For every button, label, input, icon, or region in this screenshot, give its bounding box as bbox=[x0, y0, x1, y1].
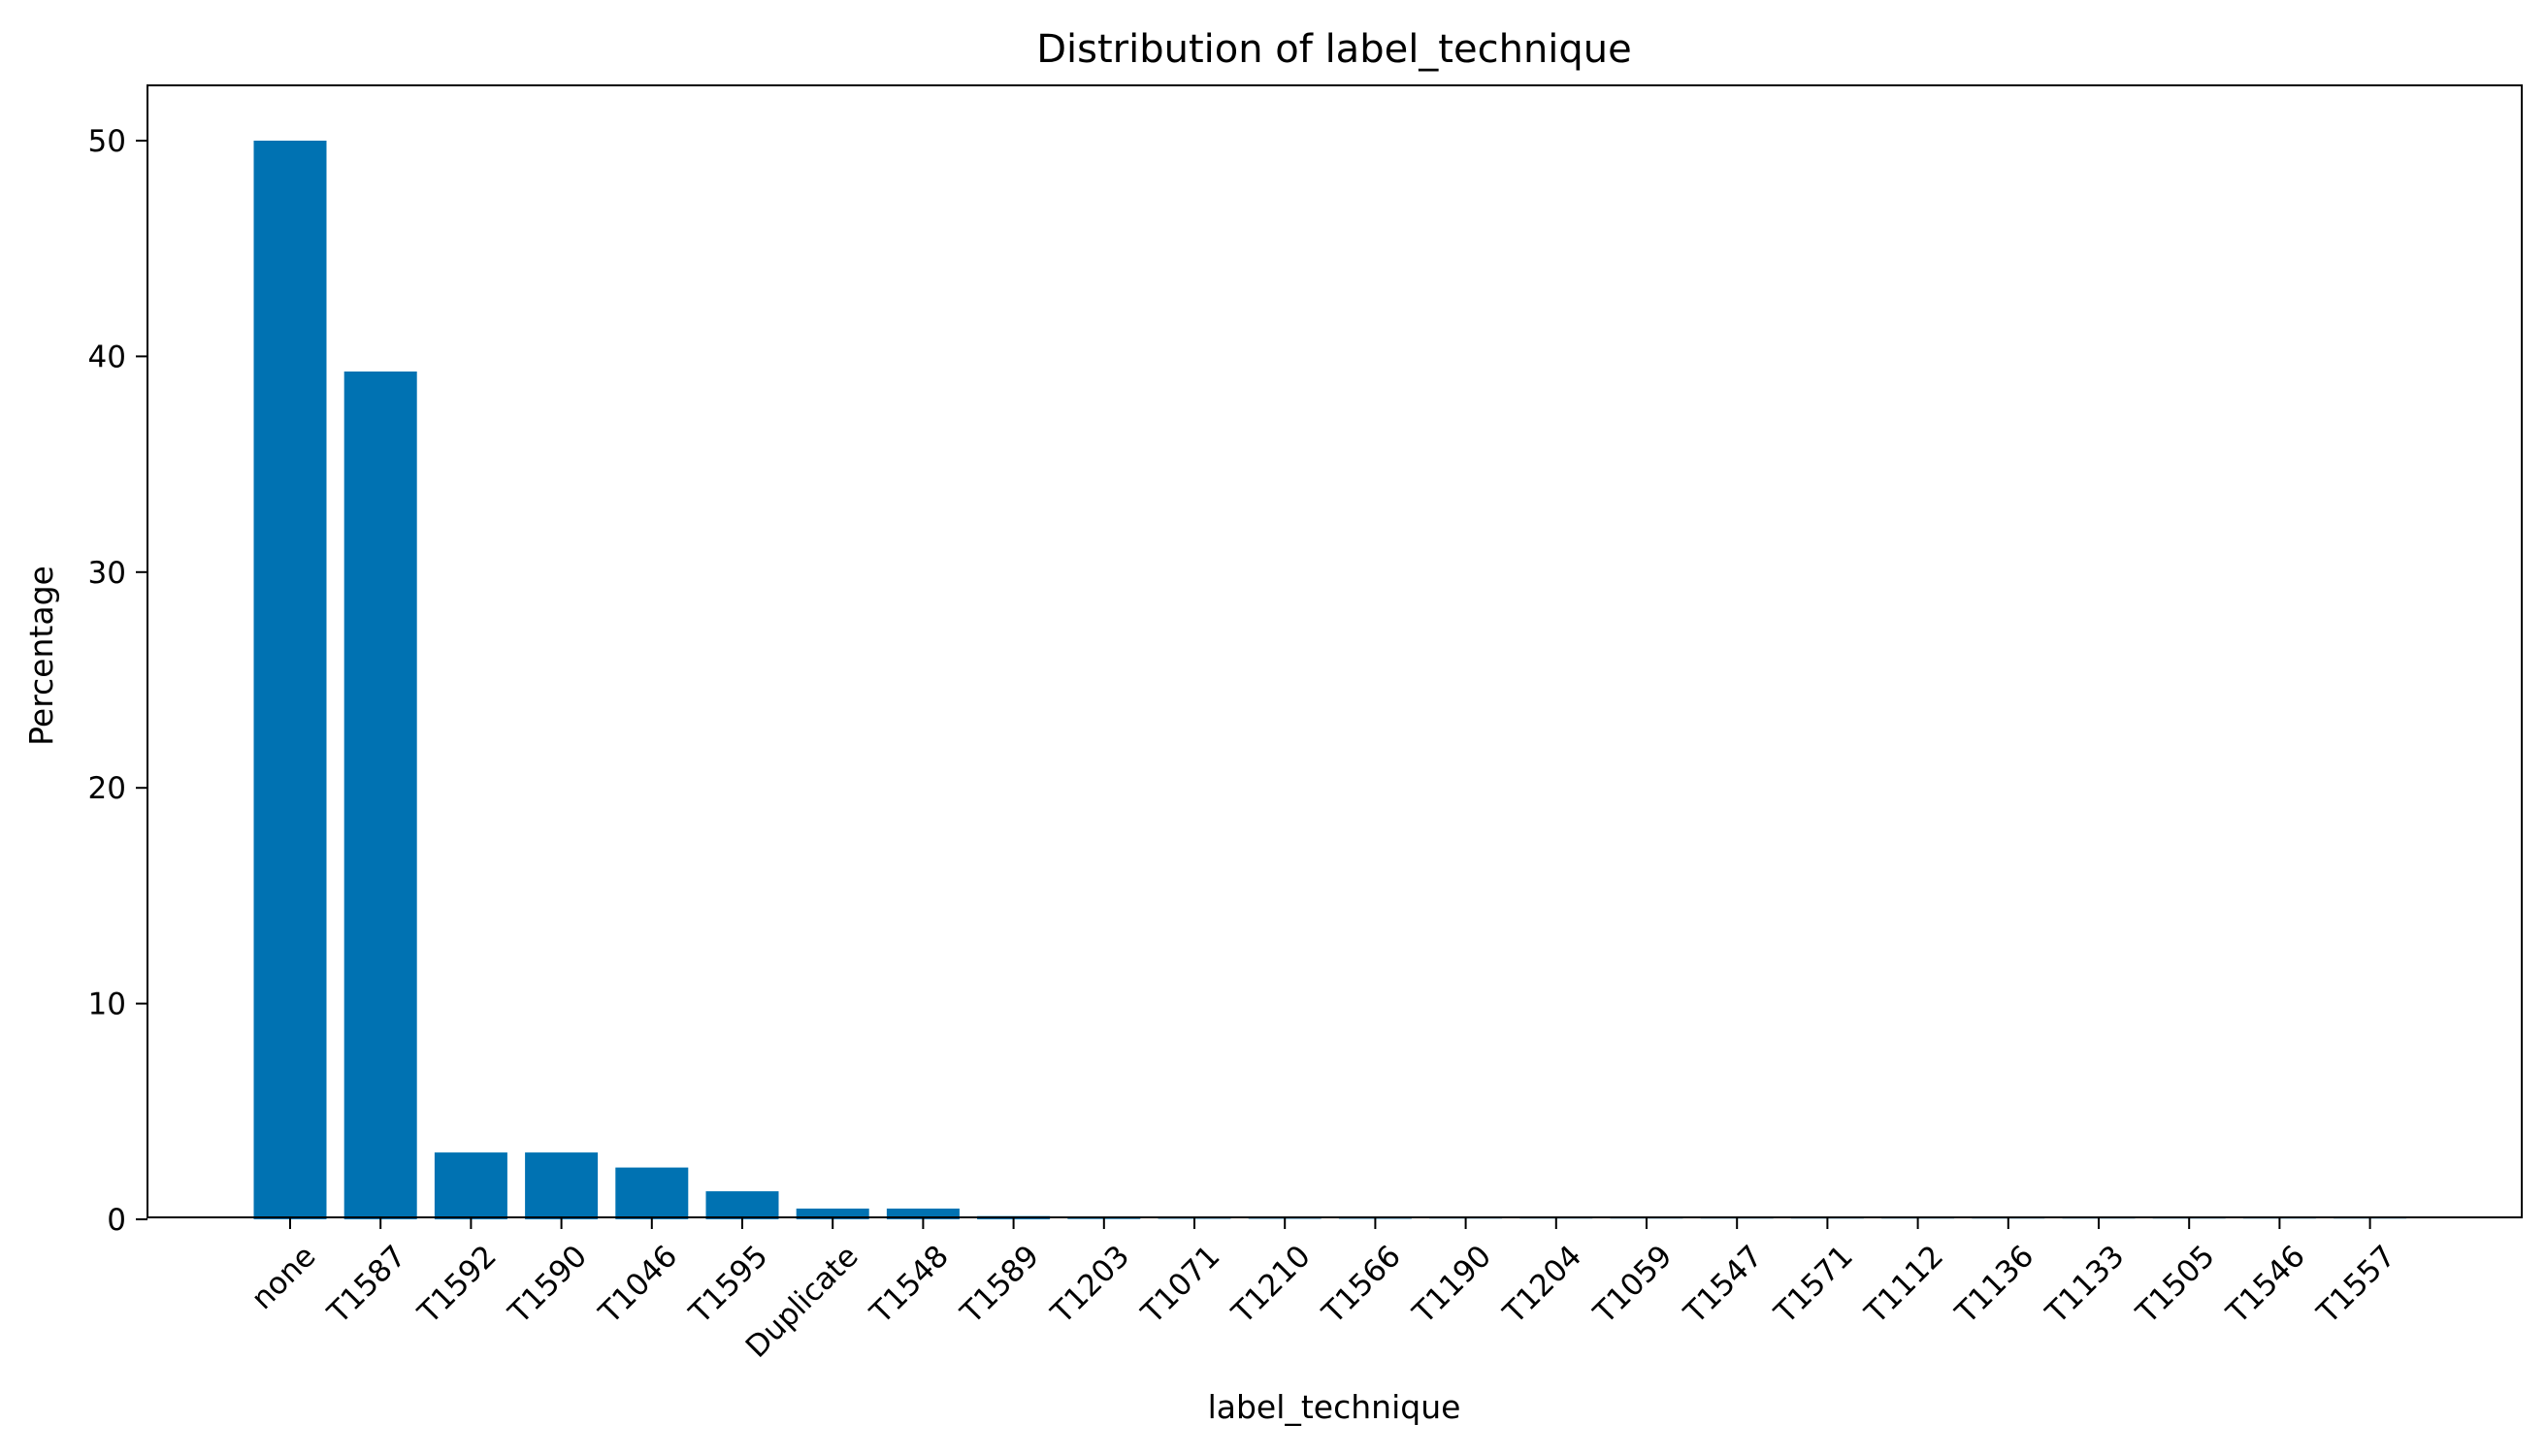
plot-frame bbox=[147, 84, 2523, 1218]
y-tick-label: 30 bbox=[88, 556, 126, 591]
y-tick-label: 20 bbox=[88, 771, 126, 806]
bar-t1046 bbox=[615, 1167, 689, 1219]
y-tick-label: 0 bbox=[107, 1203, 126, 1238]
y-axis: 0 10 20 30 40 50 bbox=[88, 124, 147, 1238]
y-axis-label: Percentage bbox=[22, 566, 60, 746]
bar-t1587 bbox=[343, 372, 417, 1220]
bar-none bbox=[253, 141, 327, 1219]
y-tick-label: 50 bbox=[88, 124, 126, 159]
bar-t1548 bbox=[886, 1208, 960, 1220]
bars-group bbox=[253, 141, 2407, 1220]
y-tick-label: 10 bbox=[88, 987, 126, 1022]
x-axis-label: label_technique bbox=[1208, 1388, 1461, 1426]
chart-title: Distribution of label_technique bbox=[1036, 27, 1632, 72]
bar-duplicate bbox=[796, 1208, 869, 1220]
bar-t1590 bbox=[525, 1152, 599, 1220]
bar-t1592 bbox=[434, 1152, 507, 1220]
bar-t1595 bbox=[705, 1191, 779, 1220]
y-tick-label: 40 bbox=[88, 340, 126, 374]
